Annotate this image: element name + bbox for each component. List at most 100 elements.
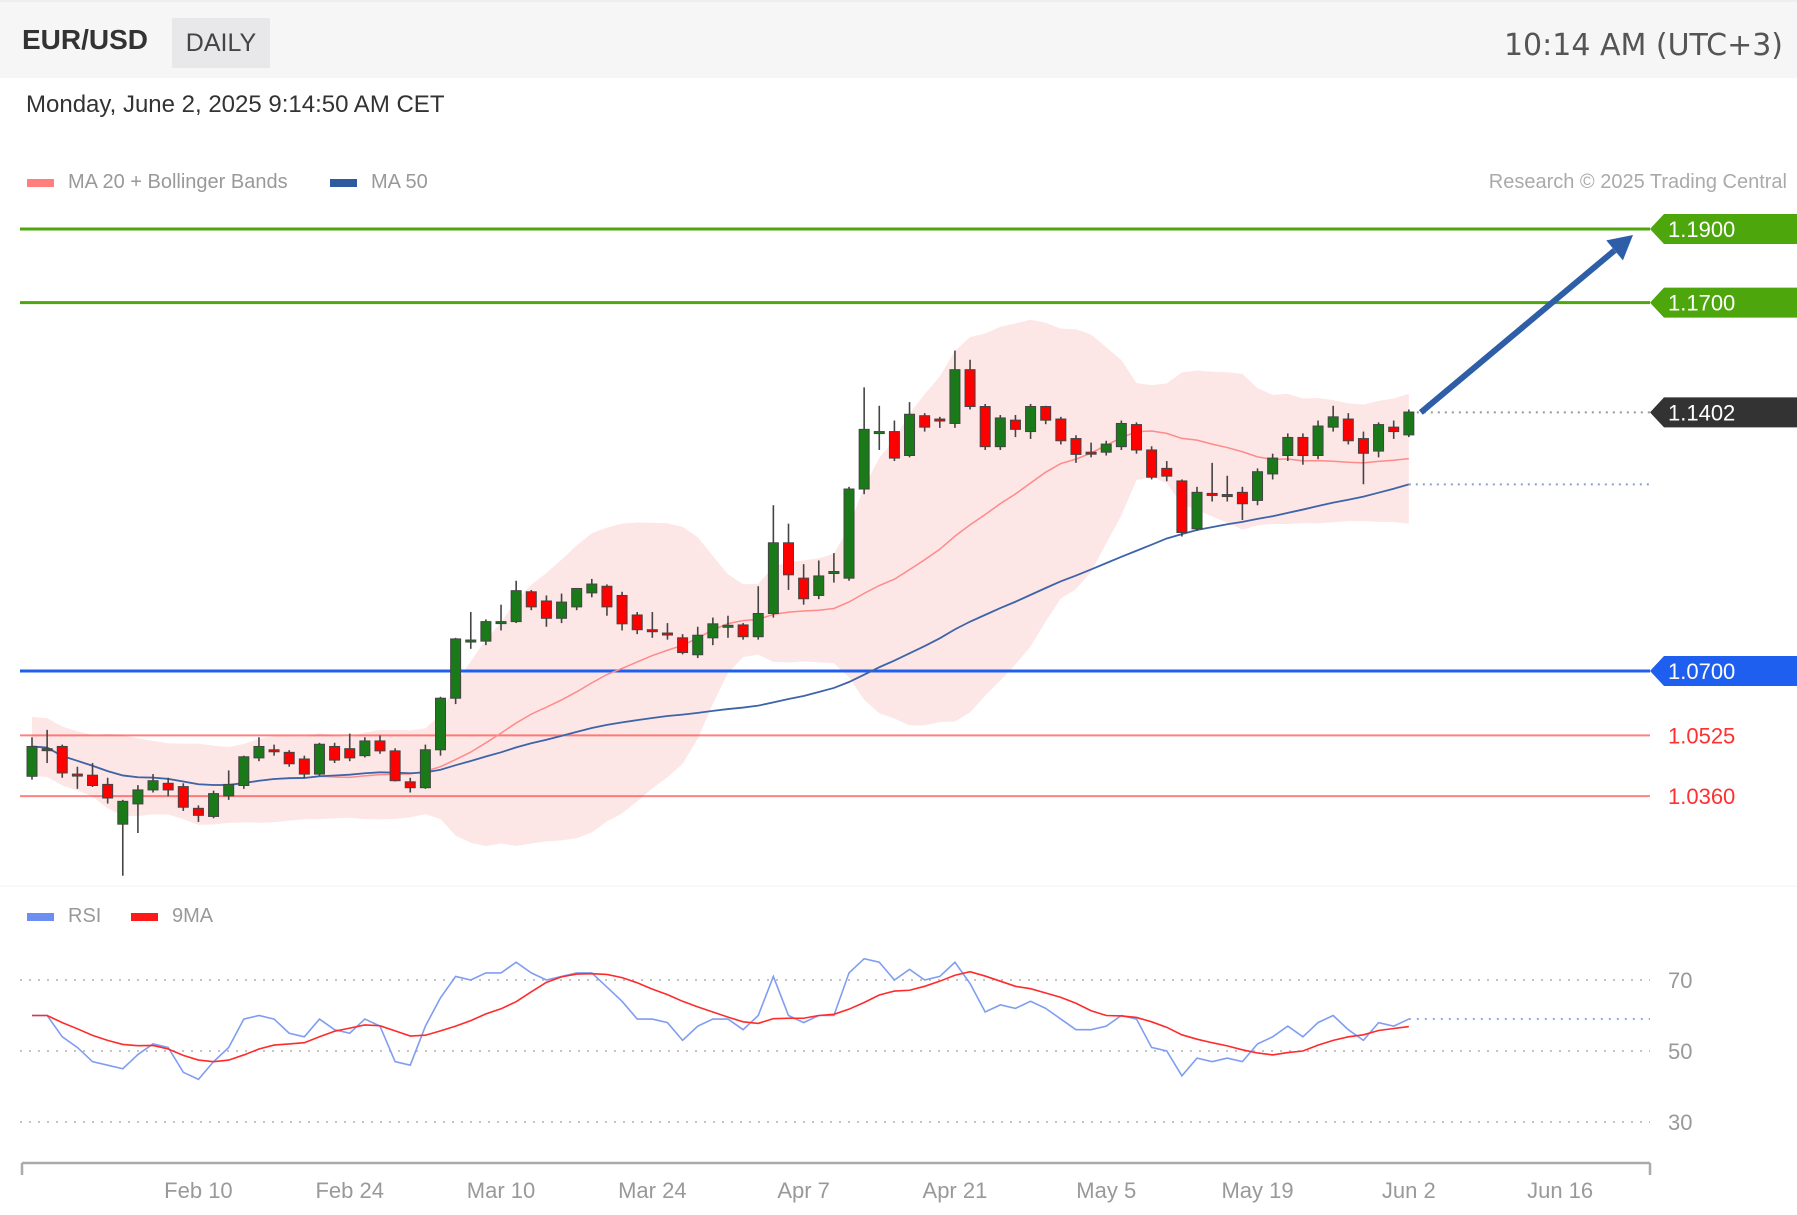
candle-body <box>298 758 310 775</box>
candle-body <box>117 800 129 825</box>
candle-body <box>661 632 673 636</box>
candle-body <box>646 629 658 633</box>
candle-body <box>843 488 855 579</box>
candle <box>858 387 870 495</box>
candle <box>283 750 295 767</box>
candle-body <box>1282 436 1294 457</box>
candle <box>313 742 325 776</box>
candle <box>1403 409 1415 438</box>
candle <box>1297 433 1309 465</box>
candle-body <box>964 369 976 408</box>
candle-body <box>87 774 99 787</box>
candle-body <box>1342 418 1354 442</box>
candle-body <box>313 743 325 775</box>
candle-body <box>238 756 250 787</box>
candle <box>1146 446 1158 480</box>
ma50-line <box>31 483 1410 786</box>
candle-body <box>1025 406 1037 433</box>
candle-body <box>934 418 946 422</box>
candle-body <box>631 614 643 631</box>
candle <box>540 595 552 627</box>
x-tick-label: Apr 21 <box>923 1178 988 1203</box>
candle <box>1025 403 1037 439</box>
candle-body <box>344 748 356 759</box>
candle-body <box>1176 480 1188 533</box>
legend-label: MA 20 + Bollinger Bands <box>68 171 288 193</box>
candle <box>1130 422 1142 454</box>
candle-body <box>813 575 825 596</box>
candle <box>692 626 704 659</box>
symbol-title: EUR/USD <box>22 24 149 55</box>
candle <box>631 612 643 635</box>
rsi-line <box>32 957 1410 1081</box>
rsi-9ma-line <box>32 970 1409 1063</box>
price-tag <box>1650 655 1797 686</box>
candle <box>208 790 220 819</box>
x-tick-label: Apr 7 <box>777 1178 830 1203</box>
candle <box>964 359 976 410</box>
candle <box>177 783 189 811</box>
candle-body <box>994 417 1006 448</box>
legend-label: MA 50 <box>371 171 428 193</box>
candle <box>495 604 507 631</box>
candle <box>117 799 129 876</box>
candle-body <box>495 621 507 625</box>
timeframe-button[interactable]: DAILY <box>172 18 270 68</box>
candle-body <box>798 577 810 600</box>
level-label: 1.0525 <box>1668 723 1735 748</box>
candle-body <box>480 621 492 642</box>
candle <box>132 785 144 834</box>
candle <box>586 578 598 598</box>
candle <box>1267 453 1279 480</box>
candle-body <box>268 749 280 753</box>
candle <box>374 735 386 754</box>
candle <box>525 589 537 611</box>
candle <box>1373 422 1385 458</box>
rsi-swatch <box>27 912 54 921</box>
candle <box>571 587 583 611</box>
price-tag-label: 1.0700 <box>1668 659 1735 684</box>
candle-body <box>540 600 552 619</box>
legend-ma20: MA 20 + Bollinger Bands <box>27 171 288 194</box>
candle <box>223 770 235 800</box>
candle-body <box>767 542 779 615</box>
candle <box>873 405 885 450</box>
candle <box>934 416 946 428</box>
price-tag <box>1650 214 1797 244</box>
x-tick-label: Mar 24 <box>618 1178 686 1203</box>
candle-body <box>919 415 931 428</box>
candle-body <box>1221 494 1233 498</box>
candle <box>1342 413 1354 445</box>
price-tag <box>1650 397 1797 428</box>
candle-body <box>1146 449 1158 478</box>
candle-body <box>1040 406 1052 421</box>
candle <box>1312 420 1324 460</box>
forecast-arrow-head <box>1606 235 1633 261</box>
candle-body <box>192 807 204 816</box>
candle-body <box>465 639 477 643</box>
candle <box>556 593 568 624</box>
candle-body <box>1115 422 1127 448</box>
candle <box>192 805 204 822</box>
candle <box>419 744 431 789</box>
candle <box>843 486 855 581</box>
candle-body <box>26 745 38 777</box>
candle-body <box>828 571 840 575</box>
ma20-swatch <box>27 178 54 187</box>
candle-body <box>949 369 961 424</box>
candle <box>601 584 613 616</box>
candle-body <box>177 786 189 808</box>
candle-body <box>1297 436 1309 457</box>
candle <box>1327 405 1339 432</box>
legend-rsi: RSI <box>27 905 101 928</box>
candle-body <box>571 587 583 608</box>
candle <box>979 403 991 450</box>
date-line: Monday, June 2, 2025 9:14:50 AM CET <box>26 91 445 118</box>
candle-body <box>56 745 68 774</box>
candle-body <box>374 740 386 752</box>
candle <box>767 505 779 618</box>
candle <box>26 737 38 780</box>
candle-body <box>132 789 144 805</box>
candle <box>253 737 265 762</box>
